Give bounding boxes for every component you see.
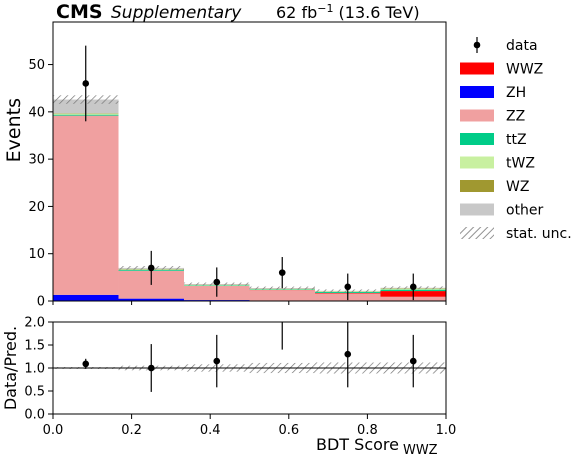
legend-data-marker [473, 41, 481, 49]
x-tick-label: 0.0 [43, 423, 64, 438]
bar-zh-bin-2 [118, 298, 184, 301]
legend-label: stat. unc. [506, 226, 572, 242]
legend-label: WWZ [506, 62, 543, 78]
legend-swatch [460, 156, 494, 169]
data-point [409, 283, 417, 291]
legend-entry-ttz: ttZ [460, 132, 527, 148]
x-tick-label: 0.4 [200, 423, 221, 438]
legend-swatch [460, 203, 494, 216]
legend: data WWZ ZH ZZ ttZ tWZ WZ other stat. unc. [460, 37, 572, 242]
ratio-x-ticks: 0.0 0.2 0.4 0.6 0.8 1.0 [43, 414, 457, 438]
ratio-y-tick-label: 0.5 [24, 385, 45, 400]
y-tick-label: 40 [28, 105, 45, 120]
legend-swatch [460, 109, 494, 122]
legend-swatch [460, 86, 494, 98]
y-tick-label: 0 [37, 295, 45, 310]
legend-label: other [506, 203, 544, 219]
luminosity-label: 62 fb−1 (13.6 TeV) [276, 2, 420, 22]
main-frame [52, 21, 447, 302]
legend-swatch [460, 133, 494, 145]
legend-swatch [460, 180, 494, 192]
ratio-points [82, 322, 417, 392]
ratio-y-axis-label: Data/Pred. [1, 326, 20, 410]
legend-entry-zz: ZZ [460, 109, 525, 125]
legend-label: ZH [506, 85, 526, 101]
y-tick-label: 10 [28, 247, 45, 262]
x-tick-label: 1.0 [436, 423, 457, 438]
main-y-axis-label: Events [3, 98, 25, 162]
legend-entry-stat-unc-: stat. unc. [460, 226, 572, 242]
ratio-panel: 0.0 0.5 1.0 1.5 2.0 0.0 0.2 0.4 0.6 0.8 1.0 Data/… [1, 316, 456, 456]
y-tick-label: 30 [28, 153, 45, 168]
legend-hatch-swatch [460, 227, 494, 239]
ratio-point [344, 350, 352, 358]
stacked-histogram [53, 99, 446, 301]
main-y-ticks: 0 10 20 30 40 50 [28, 58, 53, 310]
ratio-point [82, 360, 90, 368]
legend-label: ZZ [506, 109, 525, 125]
bar-zz-bin-1 [53, 115, 119, 295]
legend-swatch [460, 62, 494, 75]
ratio-point [213, 357, 221, 365]
legend-label: ttZ [506, 132, 527, 148]
supplementary-label: Supplementary [111, 3, 242, 23]
y-tick-label: 50 [28, 58, 45, 73]
main-panel: 0 10 20 30 40 50 Events [3, 21, 447, 310]
legend-entry-zh: ZH [460, 85, 526, 101]
ratio-y-tick-label: 2.0 [24, 316, 45, 331]
bar-zz-bin-4 [249, 290, 316, 301]
x-tick-label: 0.8 [357, 423, 378, 438]
legend-label: WZ [506, 179, 529, 195]
legend-entry-data: data [473, 37, 538, 54]
ratio-y-tick-label: 1.5 [24, 339, 45, 354]
legend-entry-wz: WZ [460, 179, 529, 195]
ratio-y-tick-label: 0.0 [24, 408, 45, 423]
ratio-point [409, 357, 417, 365]
legend-label: data [506, 38, 538, 54]
legend-entry-twz: tWZ [460, 156, 535, 172]
main-x-ticks [52, 301, 447, 305]
ratio-y-tick-label: 1.0 [24, 362, 45, 377]
ratio-point [147, 364, 155, 372]
x-axis-label: BDT Score WWZ [316, 435, 438, 456]
experiment-label: CMS [56, 1, 103, 23]
data-point [213, 278, 221, 286]
x-tick-label: 0.6 [278, 423, 299, 438]
x-tick-label: 0.2 [121, 423, 142, 438]
data-point [344, 283, 352, 291]
bar-zh-bin-1 [53, 294, 119, 301]
data-point [147, 264, 155, 272]
data-point [278, 269, 286, 276]
legend-entry-wwz: WWZ [460, 62, 543, 78]
legend-label: tWZ [506, 156, 535, 172]
data-points [82, 45, 417, 301]
legend-entry-other: other [460, 203, 544, 219]
ratio-y-ticks: 0.0 0.5 1.0 1.5 2.0 [24, 316, 53, 423]
y-tick-label: 20 [28, 200, 45, 215]
data-point [82, 80, 90, 87]
